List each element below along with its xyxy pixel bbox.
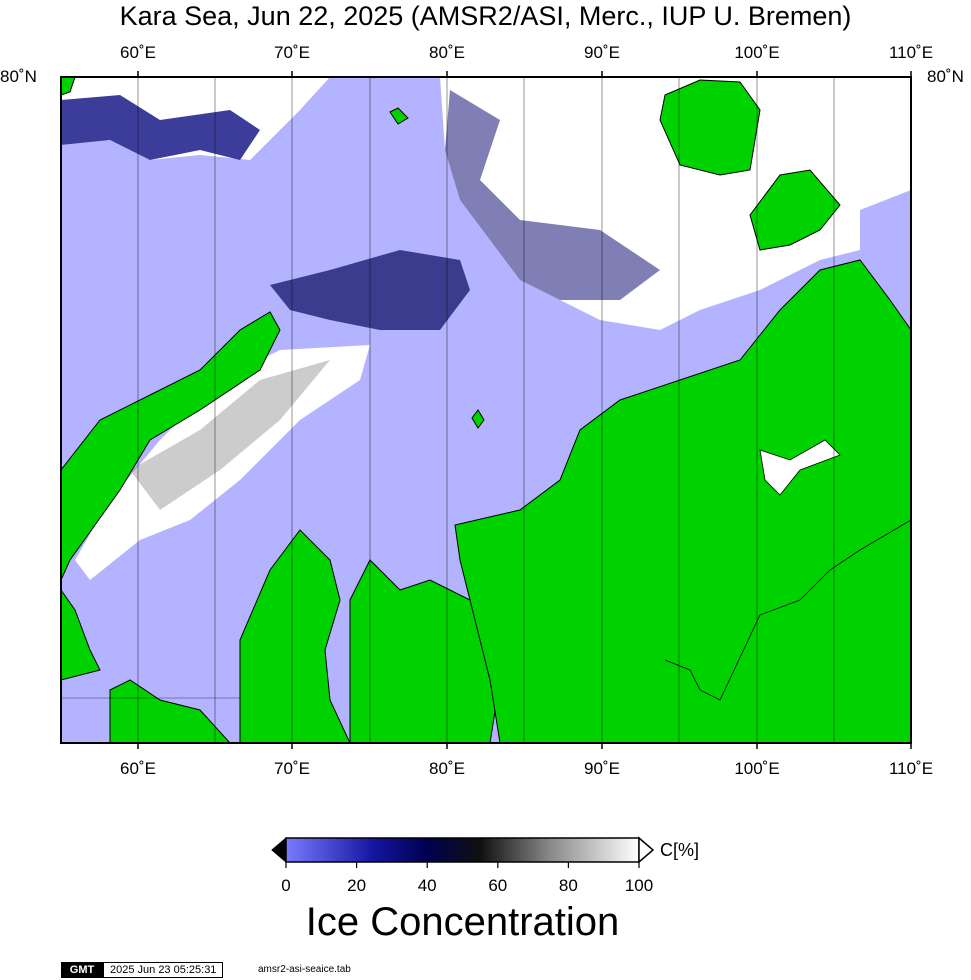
lon-label-bottom-90: 90˚E (584, 759, 620, 778)
lon-label-top-90: 90˚E (584, 43, 620, 62)
river (664, 519, 911, 701)
gmt-logo: GMT (61, 962, 103, 978)
land-taymyr (454, 259, 911, 743)
lon-label-bottom-60: 60˚E (120, 759, 156, 778)
colorbar-over-arrow (638, 836, 655, 864)
colorbar-tick-20: 20 (347, 876, 367, 895)
land-yamal (239, 529, 351, 743)
colorbar (271, 836, 655, 868)
colorbar-under-arrow (271, 836, 287, 864)
colorbar-unit: C[%] (660, 840, 700, 860)
colorbar-title: Ice Concentration (305, 900, 620, 944)
ice-edge-north-east (445, 90, 660, 300)
ice-shade-novaya-zemlya (130, 360, 330, 510)
lon-label-bottom-100: 100˚E (734, 759, 780, 778)
lat-label-left-80: 80˚N (0, 67, 37, 86)
lake (759, 439, 841, 496)
lat-label-right-80: 80˚N (927, 67, 964, 86)
lon-label-bottom-70: 70˚E (274, 759, 310, 778)
land-vize-island (471, 409, 485, 429)
source-file: amsr2-asi-seaice.tab (258, 964, 351, 975)
map-title: Kara Sea, Jun 22, 2025 (AMSR2/ASI, Merc.… (119, 1, 852, 31)
lon-label-top-110: 110˚E (888, 43, 934, 62)
land-severnaya-zemlya (659, 79, 761, 176)
colorbar-tick-60: 60 (488, 876, 508, 895)
colorbar-tick-40: 40 (417, 876, 437, 895)
colorbar-tick-80: 80 (558, 876, 578, 895)
land-south-west (109, 679, 231, 743)
land-novaya-zemlya (61, 311, 281, 581)
frame-ticks (137, 71, 912, 749)
timestamp: 2025 Jun 23 05:25:31 (103, 962, 224, 978)
ice-edge-north-west (61, 95, 260, 160)
land-franz-josef-east (61, 77, 76, 96)
graticule (61, 77, 835, 743)
lon-label-top-80: 80˚E (429, 43, 465, 62)
lon-label-top-60: 60˚E (120, 43, 156, 62)
land-ushakov-island (389, 107, 409, 125)
lon-label-top-70: 70˚E (274, 43, 310, 62)
land-novaya-zemlya-south (61, 589, 101, 681)
lon-label-bottom-110: 110˚E (888, 759, 934, 778)
map-frame (60, 76, 912, 744)
lon-label-top-100: 100˚E (734, 43, 780, 62)
land-bolshevik (749, 169, 841, 251)
colorbar-tick-100: 100 (624, 876, 654, 895)
colorbar-tick-0: 0 (281, 876, 291, 895)
lon-label-bottom-80: 80˚E (429, 759, 465, 778)
